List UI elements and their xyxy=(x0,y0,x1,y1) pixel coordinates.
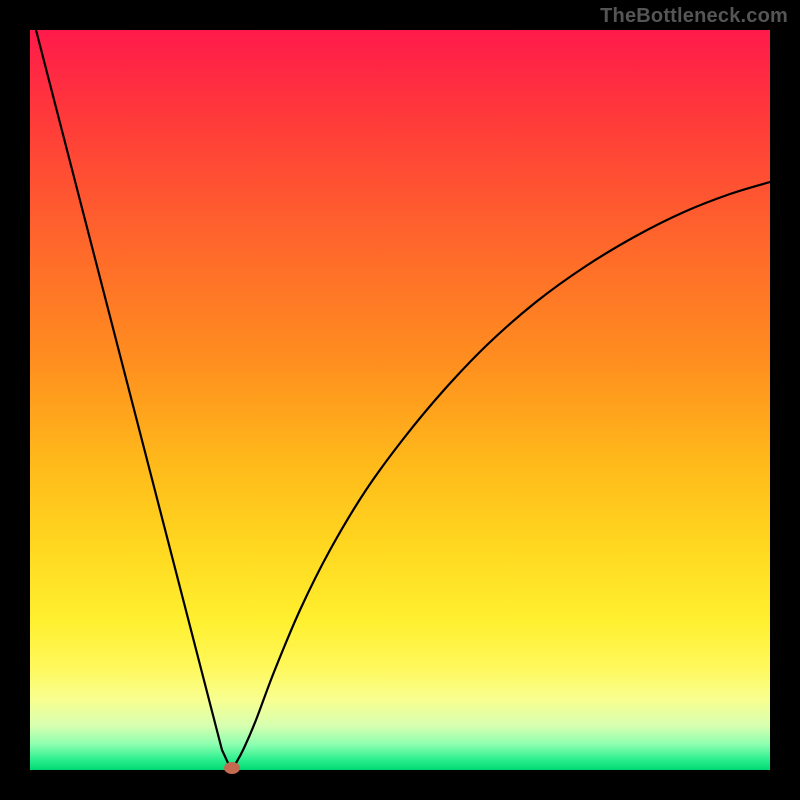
curve-right-branch xyxy=(232,182,770,768)
curve-left-branch xyxy=(36,30,232,768)
vertex-marker xyxy=(224,762,240,774)
chart-frame: TheBottleneck.com xyxy=(0,0,800,800)
bottleneck-curve xyxy=(30,30,770,770)
attribution-text: TheBottleneck.com xyxy=(600,5,788,28)
